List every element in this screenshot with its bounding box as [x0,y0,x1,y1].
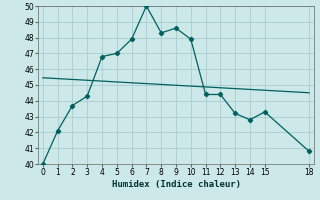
X-axis label: Humidex (Indice chaleur): Humidex (Indice chaleur) [111,180,241,189]
